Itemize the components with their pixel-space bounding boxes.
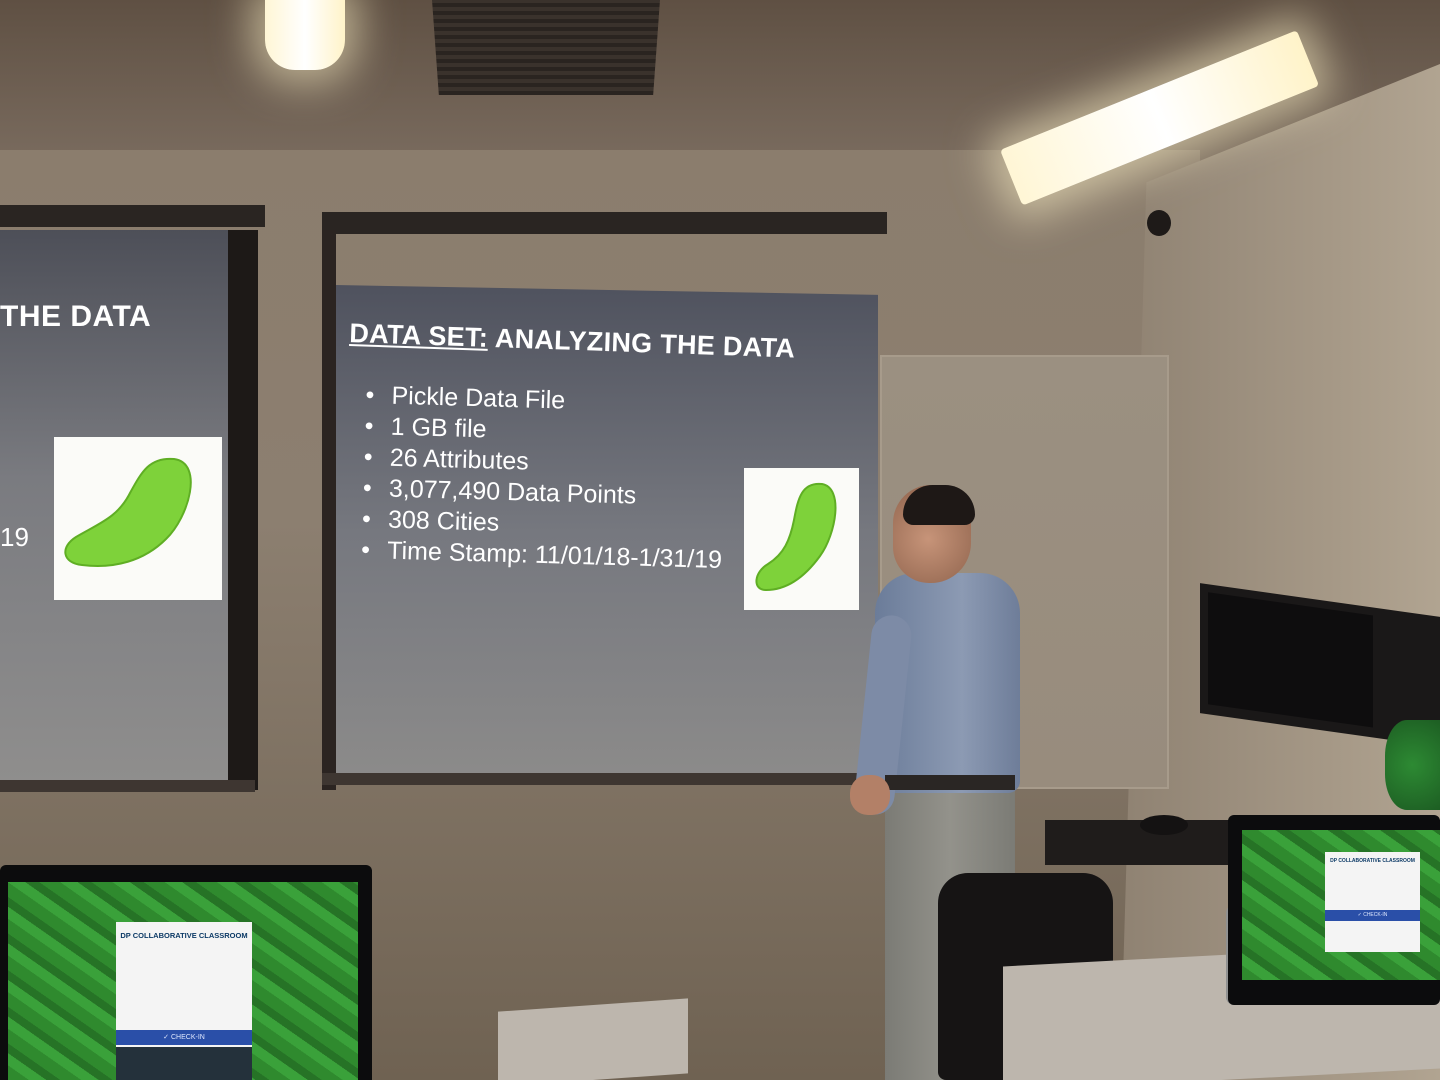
plant (1385, 720, 1440, 810)
center-screen-rail (322, 230, 336, 790)
presenter-hands (850, 775, 890, 815)
pickle-icon (755, 482, 837, 592)
check-in-button[interactable]: ✓ CHECK-IN (1325, 910, 1420, 921)
center-screen-bar (322, 773, 882, 785)
login-card: DP COLLABORATIVE CLASSROOM ✓ CHECK-IN (116, 922, 252, 1080)
slide-pickle-image (744, 468, 859, 610)
slide-title: DATA SET: ANALYZING THE DATA (349, 318, 796, 365)
check-in-button[interactable]: ✓ CHECK-IN (116, 1030, 252, 1045)
slide-title-lead: DATA SET: (348, 318, 489, 353)
left-slide-title: THE DATA (0, 300, 152, 333)
left-screen-housing (0, 205, 265, 227)
center-screen-housing (322, 212, 887, 234)
left-screen-rail (228, 230, 258, 790)
security-camera-icon (1147, 210, 1171, 236)
left-pickle-image (54, 437, 222, 600)
student-desk-left (498, 998, 688, 1080)
ceiling-light-left (265, 0, 345, 70)
pickle-icon (64, 457, 192, 567)
monitor-screen-off (1208, 592, 1373, 728)
login-footer (116, 1047, 252, 1080)
login-title: DP COLLABORATIVE CLASSROOM (1330, 858, 1415, 864)
slide-title-rest: ANALYZING THE DATA (487, 322, 796, 364)
student-monitor-left: DP COLLABORATIVE CLASSROOM ✓ CHECK-IN (0, 865, 372, 1080)
left-slide-date: 19 (0, 522, 29, 552)
ceiling-vent (432, 0, 660, 95)
left-projection-screen: THE DATA 19 (0, 230, 250, 782)
slide-bullet-list: Pickle Data File 1 GB file 26 Attributes… (361, 380, 727, 576)
presenter-hair (903, 485, 975, 525)
login-card: DP COLLABORATIVE CLASSROOM ✓ CHECK-IN (1325, 852, 1420, 952)
computer-mouse (1140, 815, 1188, 835)
monitor-display: DP COLLABORATIVE CLASSROOM ✓ CHECK-IN (8, 882, 358, 1080)
login-title: DP COLLABORATIVE CLASSROOM (120, 931, 248, 940)
center-projection-screen: DATA SET: ANALYZING THE DATA Pickle Data… (336, 285, 878, 780)
student-monitor-right: DP COLLABORATIVE CLASSROOM ✓ CHECK-IN (1228, 815, 1440, 1005)
monitor-display: DP COLLABORATIVE CLASSROOM ✓ CHECK-IN (1242, 830, 1440, 980)
presenter-belt (885, 775, 1015, 790)
left-screen-bar (0, 780, 255, 792)
